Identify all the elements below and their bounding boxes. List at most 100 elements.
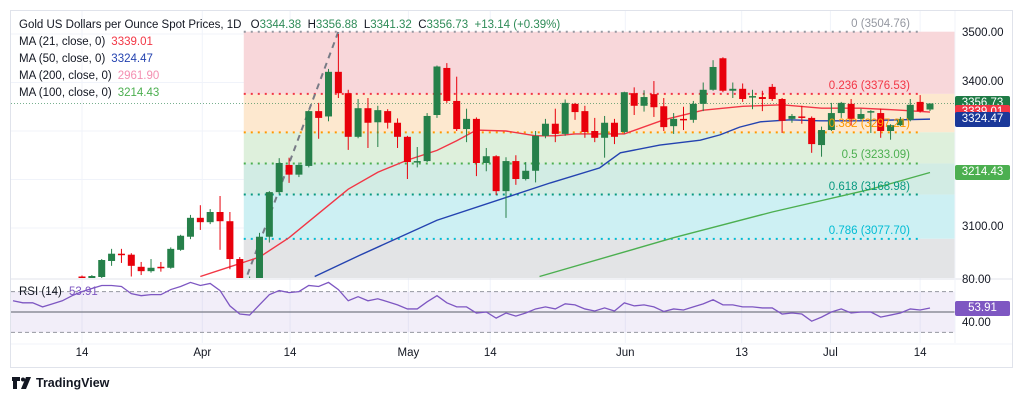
ma-legend-row[interactable]: MA (21, close, 0) 3339.01 [19,34,560,51]
candle-up [413,147,421,168]
candle-body [749,96,757,98]
candle-body [147,267,155,272]
candle-down [808,116,816,153]
candle-down [512,155,520,185]
candle-body [236,259,244,278]
candle-up [827,102,835,131]
candle-body [502,161,510,192]
candle-body [255,236,263,278]
candle-up [463,108,471,143]
candle-up [788,114,796,123]
candle-body [344,93,352,137]
ma-legend-row[interactable]: MA (50, close, 0) 3324.47 [19,51,560,68]
candle-body [650,94,658,108]
candle-body [561,102,569,134]
candle-up [295,162,303,178]
open-label: O [250,19,260,31]
candle-body [285,164,293,175]
fib-zone [243,132,955,164]
candle-up [818,126,826,157]
candle-up [522,162,530,181]
candle-body [709,66,717,90]
candle-up [255,232,263,278]
fibonacci-retracement[interactable] [11,30,955,296]
fib-level-label: 0.236 (3376.53) [828,79,910,92]
candle-up [275,158,283,195]
candle-body [394,122,402,137]
ma-legend-row[interactable]: MA (100, close, 0) 3214.43 [19,85,560,102]
candle-body [699,89,707,104]
rsi-axis-label: 80.00 [962,274,991,287]
candle-up [186,214,194,240]
high-value: 3356.88 [315,19,358,31]
candle-down [610,118,618,145]
symbol-title[interactable]: Gold US Dollars per Ounce Spot Prices, 1… [19,19,242,31]
candle-down [660,98,668,131]
candle-body [127,254,135,266]
chart-legend: Gold US Dollars per Ounce Spot Prices, 1… [19,17,560,102]
price-axis-label: 3400.00 [962,75,1004,88]
candle-body [453,100,461,130]
candle-body [463,118,471,130]
rsi-value-badge: 53.91 [955,300,1010,316]
candle-body [857,114,865,119]
candle-body [670,118,678,127]
candle-body [167,248,175,268]
rsi-label[interactable]: RSI (14) [19,286,62,298]
logo-text: TradingView [36,376,110,390]
candle-body [364,108,372,123]
candle-body [325,71,333,117]
open-value: 3344.38 [259,19,302,31]
candle-down [364,98,372,148]
time-axis-label: 14 [913,347,927,359]
candle-down [216,195,224,250]
candle-down [285,157,293,183]
candle-down [581,105,589,138]
time-axis-label: Jun [616,347,635,359]
candle-up [561,99,569,136]
price-axis-label: 3100.00 [962,221,1004,233]
candle-body [177,235,185,250]
ma-legend-row[interactable]: MA (200, close, 0) 2961.90 [19,68,560,85]
close-label: C [418,19,427,31]
candle-up [857,108,865,120]
candle-up [601,115,609,158]
candle-body [916,101,924,112]
candle-up [896,116,904,127]
candle-body [186,217,194,237]
price-badge: 3324.47 [955,111,1010,127]
candle-body [305,111,313,166]
candle-body [729,88,737,91]
ma-value: 3324.47 [111,53,153,65]
candle-body [719,58,727,91]
candle-up [354,98,362,139]
candle-body [246,285,253,288]
candle-up [541,118,549,139]
candle-down [916,95,924,113]
candle-up [88,275,96,278]
candle-up [837,101,845,118]
candle-down [650,81,658,117]
candle-up [620,91,628,134]
candle-body [403,136,411,163]
tradingview-logo-icon [12,377,31,389]
ma-line-ma50 [314,118,931,278]
candle-down [778,98,786,133]
candle-up [147,259,155,273]
candle-down [492,155,500,196]
candle-down [344,89,352,150]
candle-down [384,109,392,129]
candle-body [78,276,86,278]
fib-level-label: 0.5 (3233.09) [841,149,910,162]
tradingview-logo[interactable]: TradingView [12,376,109,390]
price-badge: 3214.43 [955,165,1010,180]
candle-up [887,124,895,140]
candle-up [305,110,313,168]
candle-body [818,130,826,146]
candle-down [719,57,727,93]
high-label: H [307,19,316,31]
candle-body [581,111,589,132]
ma-value: 3214.43 [117,87,160,99]
candle-body [423,115,431,162]
